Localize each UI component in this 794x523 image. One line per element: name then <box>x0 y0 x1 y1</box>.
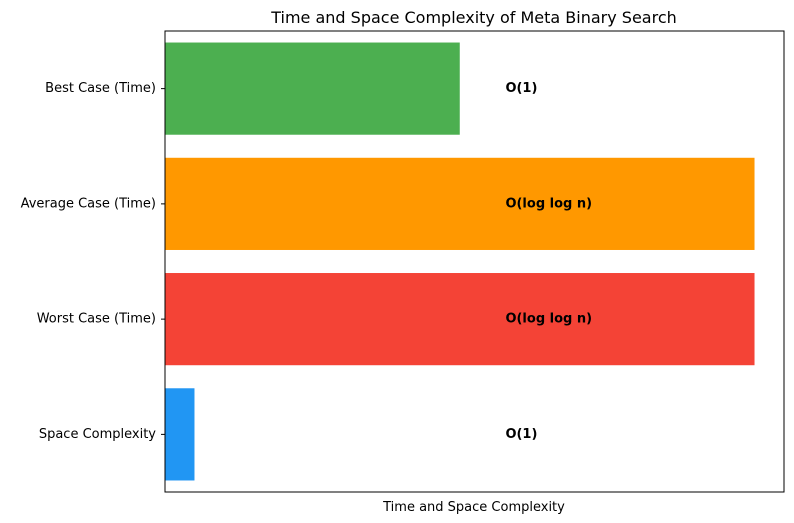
y-tick-label: Space Complexity <box>39 427 156 442</box>
plot-frame <box>164 30 785 493</box>
plot-area: Best Case (Time) O(1) Average Case (Time) O… <box>21 30 785 493</box>
bar <box>165 388 195 481</box>
y-tick-label: Worst Case (Time) <box>37 312 156 327</box>
chart-title: Time and Space Complexity of Meta Binary… <box>270 8 677 27</box>
x-axis-label: Time and Space Complexity <box>382 500 565 515</box>
bar-value-label: O(log log n) <box>505 196 592 211</box>
bar-value-label: O(1) <box>505 427 537 442</box>
bar <box>165 273 755 366</box>
bar <box>165 157 755 250</box>
bar-value-label: O(1) <box>505 81 537 96</box>
y-tick-label: Best Case (Time) <box>45 81 156 96</box>
bar <box>165 42 460 135</box>
bar-value-label: O(log log n) <box>505 312 592 327</box>
y-tick-label: Average Case (Time) <box>21 196 156 211</box>
